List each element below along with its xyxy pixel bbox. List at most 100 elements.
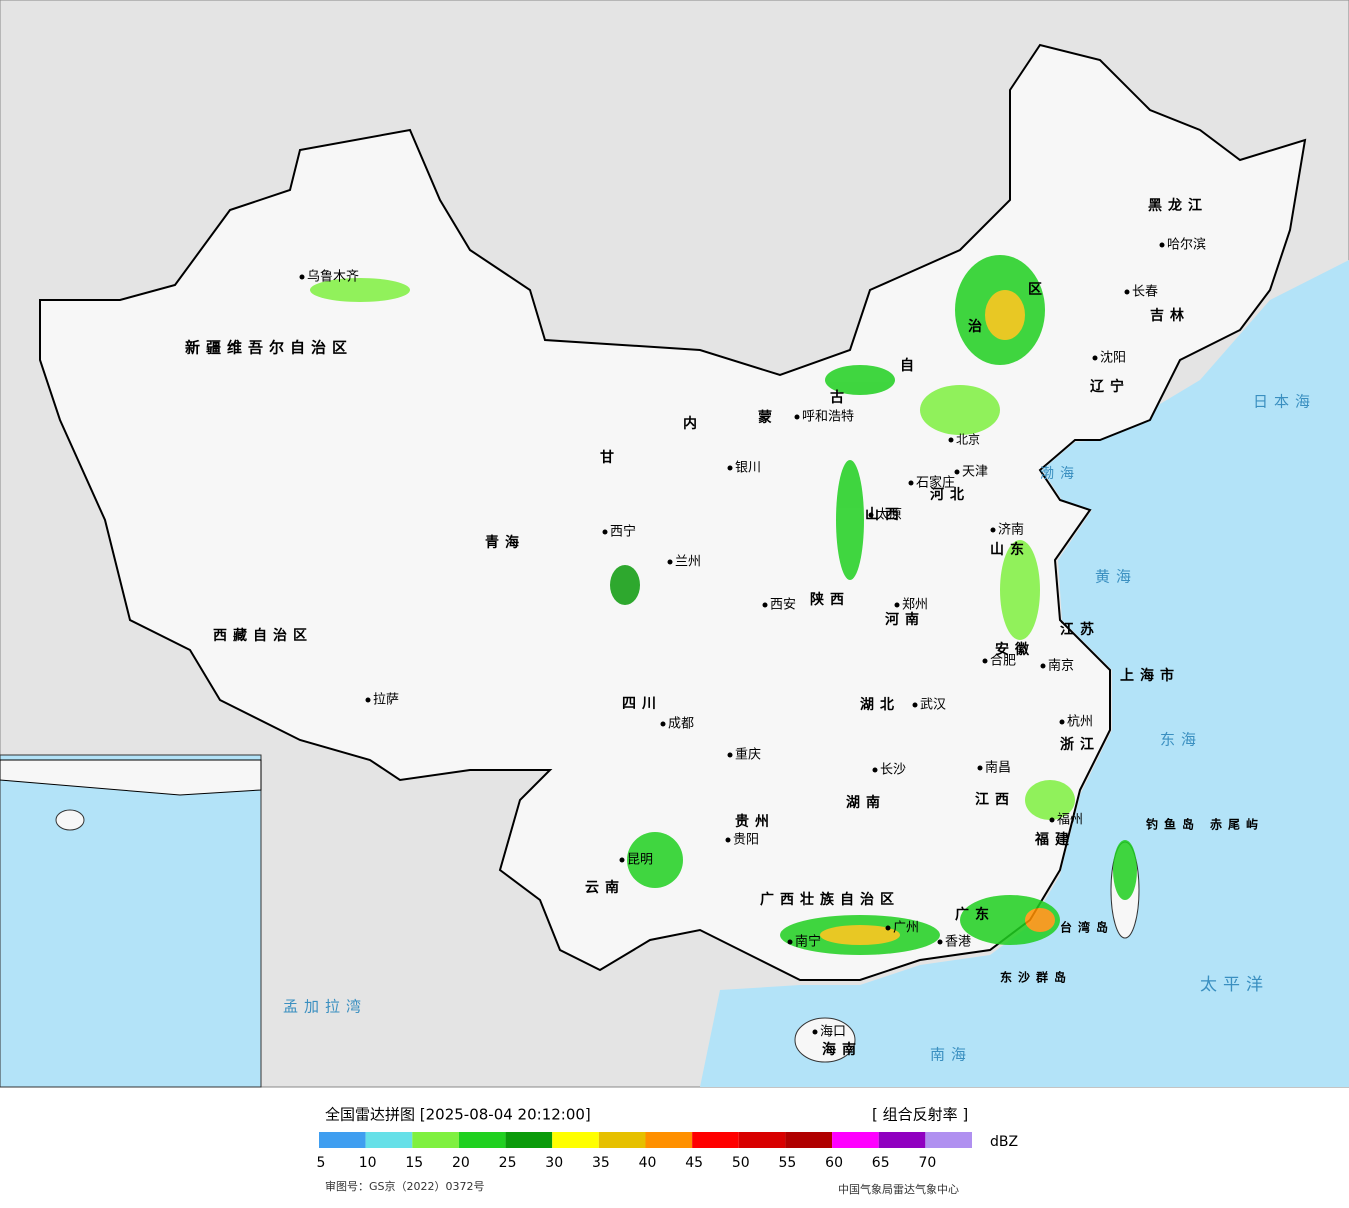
sea-label: 渤海 [1040,466,1080,482]
region-label: 河北 [930,486,970,503]
region-label: 广东 [955,906,995,923]
scale-tick-label: 15 [405,1155,423,1171]
city-dot [885,925,891,931]
color-swatch [878,1132,926,1148]
echo [985,290,1025,340]
color-swatch [412,1132,459,1148]
region-label: 东沙群岛 [1000,970,1072,985]
region-label: 四川 [622,696,662,712]
region-label: 黑龙江 [1148,197,1208,214]
inset-hainan [55,809,85,831]
city-dot [982,658,988,664]
echo [820,925,900,945]
city-dot [1040,663,1046,669]
city-label: 拉萨 [373,693,399,708]
color-swatch [925,1132,972,1148]
city-label: 兰州 [675,555,701,570]
sea [700,260,1349,1087]
region-label: 安徽 [995,641,1035,658]
city-label: 海口 [820,1025,846,1040]
echo [960,895,1060,945]
color-swatch [645,1132,693,1148]
color-swatch [692,1132,739,1148]
inset-frame [0,754,262,1088]
city-label: 南昌 [985,760,1011,776]
region-label: 河南 [885,611,925,628]
city-dot [868,512,874,518]
scale-tick-label: 70 [918,1155,936,1171]
inset-map [0,754,262,1088]
city-dot [787,939,793,945]
region-label: 钓鱼岛 [1146,817,1200,832]
city-dot [1159,242,1165,248]
region-label: 自 [900,357,920,374]
echo [1113,840,1137,900]
city-label: 银川 [735,461,761,476]
city-label: 广州 [893,921,919,936]
scale-tick-label: 25 [499,1155,517,1171]
region-label: 台湾岛 [1060,920,1114,935]
city-label: 贵阳 [733,833,759,848]
scale-tick-label: 5 [317,1155,326,1171]
region-label: 湖南 [846,794,886,811]
inset-coast [0,759,262,796]
city-dot [894,602,900,608]
region-label: 青海 [485,534,525,551]
region-label: 广西壮族自治区 [760,891,900,908]
legend-product: [ 组合反射率 ] [872,1106,968,1124]
color-swatch [832,1132,879,1148]
city-dot [619,857,625,863]
city-label: 南宁 [795,934,821,950]
sea-label: 东海 [1160,731,1202,749]
city-dot [762,602,768,608]
color-swatch [598,1132,646,1148]
city-label: 乌鲁木齐 [307,269,359,285]
echo [1025,908,1055,932]
region-label: 贵州 [735,813,775,830]
color-swatch [552,1132,599,1148]
echo [920,385,1000,435]
city-label: 石家庄 [916,475,955,491]
city-dot [1059,719,1065,725]
scale-tick-label: 35 [592,1155,610,1171]
city-label: 长沙 [880,763,906,778]
region-label: 辽宁 [1090,378,1130,395]
region-label: 新疆维吾尔自治区 [185,339,353,357]
sea-label: 南海 [930,1046,972,1064]
city-label: 郑州 [902,598,928,613]
region-label: 山东 [990,541,1030,558]
region-label: 古 [830,389,850,406]
city-label: 哈尔滨 [1167,237,1206,253]
city-dot [727,752,733,758]
echo [310,278,410,302]
city-label: 沈阳 [1100,351,1126,366]
city-dot [667,559,673,565]
hainan [794,1017,856,1063]
city-dot [948,437,954,443]
city-label: 西安 [770,598,796,613]
region-label: 西藏自治区 [213,627,313,644]
city-label: 昆明 [627,853,653,868]
color-swatch [319,1132,366,1148]
region-label: 蒙 [758,409,778,426]
region-label: 甘 [600,449,620,466]
echo [836,460,864,580]
sea-label: 日本海 [1253,393,1316,411]
scale-tick-label: 30 [545,1155,563,1171]
echo [1025,780,1075,820]
city-label: 武汉 [920,698,946,713]
color-swatch [785,1132,833,1148]
color-swatch [365,1132,413,1148]
city-label: 成都 [668,717,694,732]
sea-label: 太平洋 [1200,975,1269,995]
city-dot [1049,817,1055,823]
city-dot [872,767,878,773]
color-swatch [738,1132,786,1148]
echo [1000,540,1040,640]
echo [610,565,640,605]
region-label: 山西 [865,507,905,523]
region-label: 云南 [585,879,625,896]
city-dot [725,837,731,843]
radar-echoes [310,255,1137,955]
